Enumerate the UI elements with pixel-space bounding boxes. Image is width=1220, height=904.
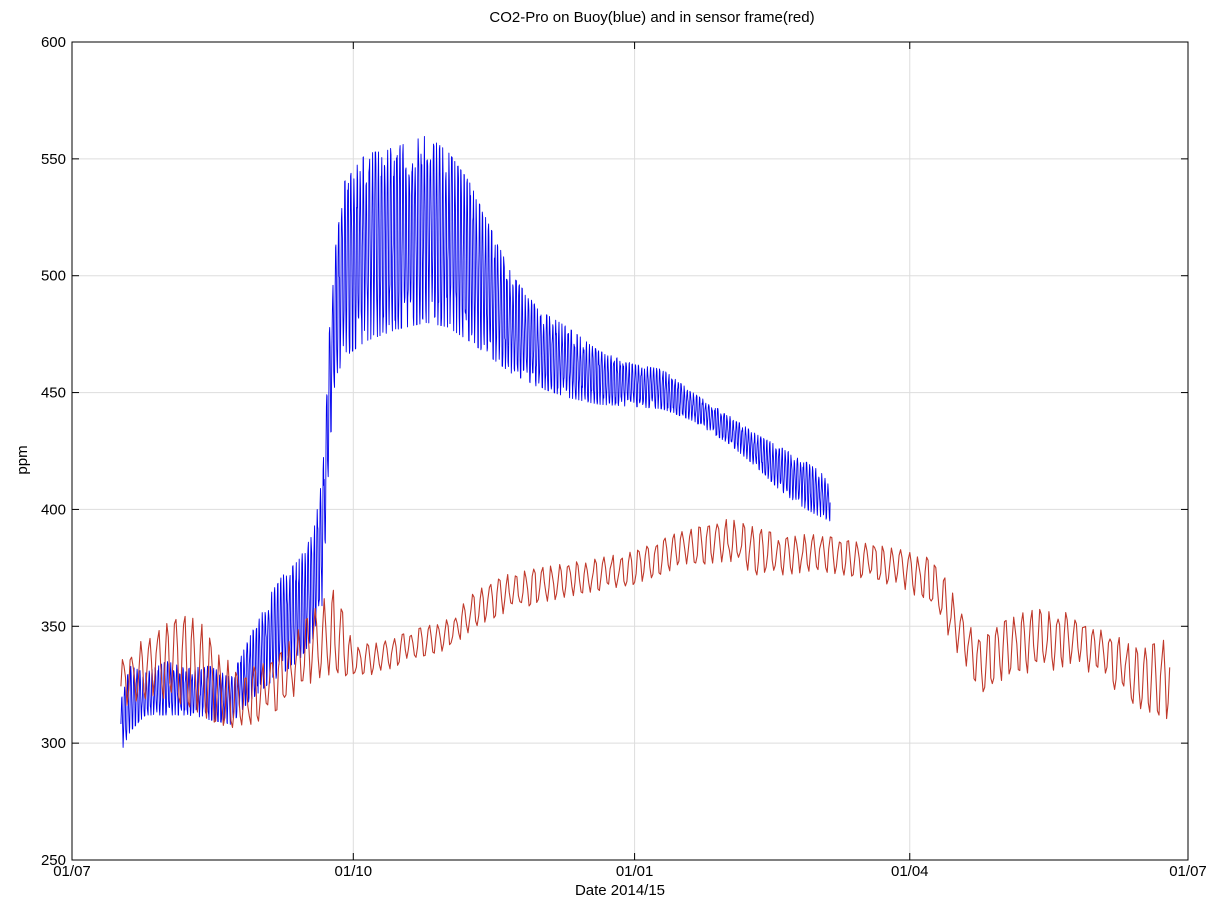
x-tick-label: 01/10 — [335, 863, 373, 880]
x-tick-label: 01/07 — [53, 863, 91, 880]
x-tick-label: 01/01 — [616, 863, 654, 880]
y-tick-label: 250 — [41, 852, 66, 869]
axis-ticks: 250 300 350 400 450 500 550 600 01/07 01/10 01/01 0… — [41, 34, 1207, 880]
y-tick-label: 600 — [41, 34, 66, 51]
y-tick-label: 350 — [41, 618, 66, 635]
series-line-sensor-frame — [120, 519, 1171, 729]
chart-title: CO2-Pro on Buoy(blue) and in sensor fram… — [489, 9, 814, 26]
x-axis-label: Date 2014/15 — [575, 882, 665, 899]
plot-frame — [71, 41, 1189, 861]
series-layer — [120, 135, 1171, 748]
y-axis-label: ppm — [14, 445, 31, 474]
y-tick-label: 400 — [41, 501, 66, 518]
x-tick-label: 01/04 — [891, 863, 929, 880]
y-tick-label: 500 — [41, 268, 66, 285]
grid — [72, 42, 1188, 860]
y-tick-label: 550 — [41, 151, 66, 168]
x-tick-label: 01/07 — [1169, 863, 1207, 880]
y-tick-label: 450 — [41, 385, 66, 402]
y-tick-label: 300 — [41, 735, 66, 752]
